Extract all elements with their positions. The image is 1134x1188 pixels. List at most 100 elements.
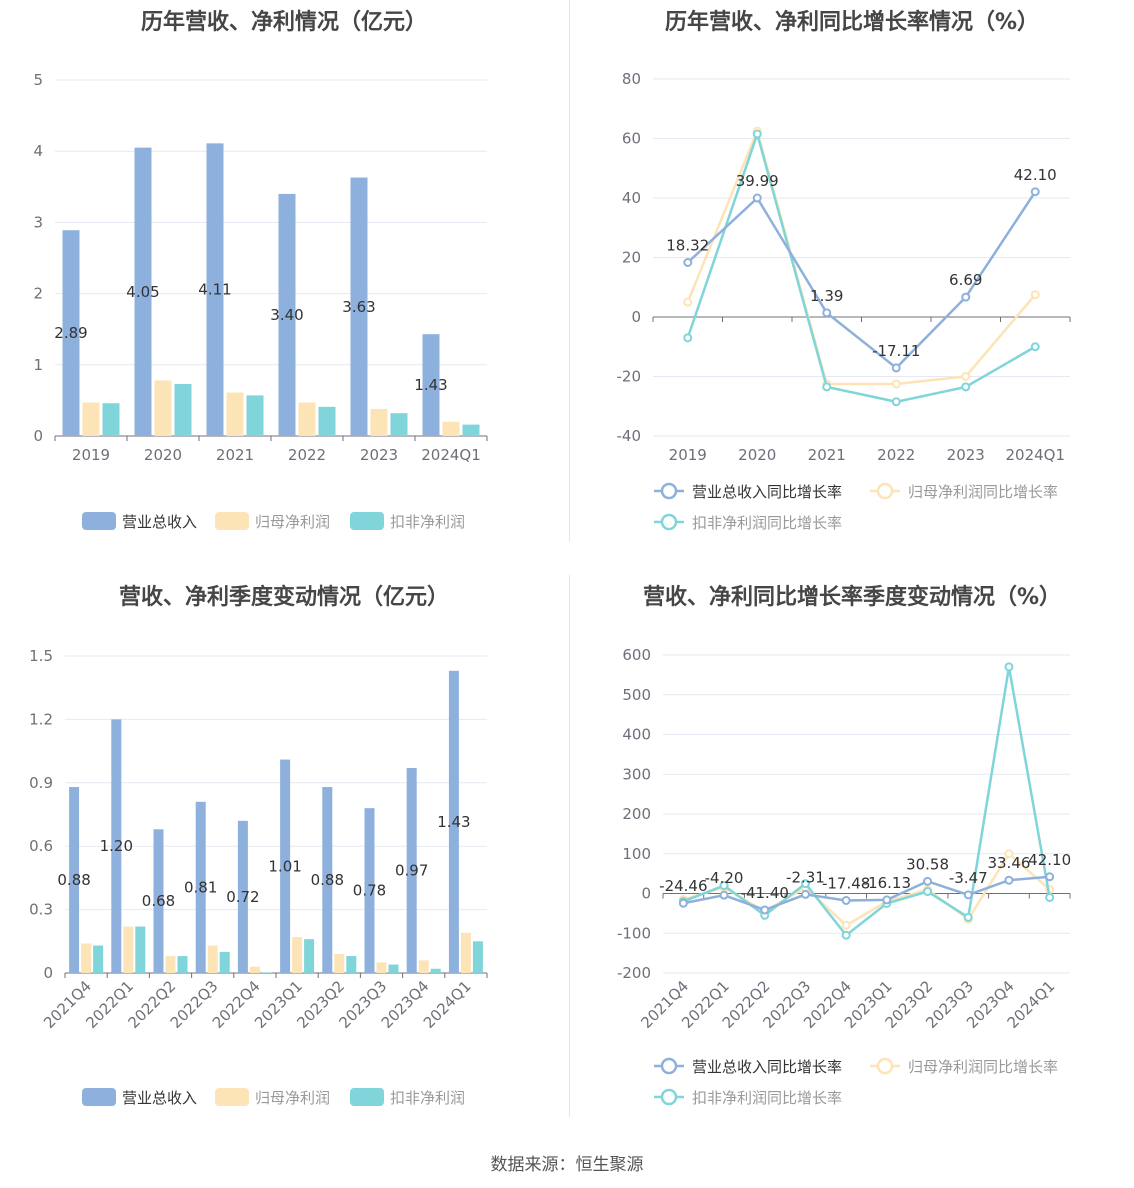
y-tick-label: 200 [622,805,651,823]
y-tick-label: 80 [622,70,641,88]
legend-label: 扣非净利润 [390,1089,465,1107]
bar-扣非净利润 [135,926,146,973]
annual-revenue-profit-bar-chart: 0 1 2 3 4 5 2019 2.89 2020 4.05 2021 4.11 2022 3.40 20… [33,71,488,531]
y-tick-label: 100 [622,845,651,863]
y-tick-label: 3 [33,213,43,231]
data-label: -24.46 [659,877,707,895]
data-label: -16.13 [863,874,911,892]
y-tick-label: 5 [33,71,43,89]
chart-title: 历年营收、净利情况（亿元） [140,10,427,35]
bar-扣非净利润 [390,413,408,436]
data-point [752,129,762,139]
y-tick-label: 1.2 [29,710,53,728]
legend-marker-icon [660,1088,678,1106]
bar-营业总收入 [278,193,296,436]
data-label: 1.39 [810,287,843,305]
data-label: 0.88 [57,871,90,889]
x-tick-label: 2021 [808,446,846,464]
y-tick-label: -100 [617,924,651,942]
data-point [963,890,973,900]
data-point [891,363,901,373]
legend-swatch-icon [215,512,249,530]
bar-归母净利润 [442,421,460,436]
data-point [1030,342,1040,352]
quarterly-revenue-profit-bar-chart: 00.30.60.91.21.52021Q40.882022Q11.202022… [29,647,488,1107]
data-label: 0.68 [142,892,175,910]
y-tick-label: 0 [631,308,641,326]
bar-归母净利润 [154,380,172,436]
data-label: 33.46 [987,854,1030,872]
legend-marker-icon [660,482,678,500]
data-label: 39.99 [736,172,779,190]
bar-归母净利润 [418,960,429,973]
legend-label: 归母净利润 [255,1089,330,1107]
y-tick-label: 400 [622,726,651,744]
legend-label: 营业总收入 [122,513,197,531]
chart-panel-annual-bar: 历年营收、净利情况（亿元） 0 1 2 3 4 5 2019 2.89 2020 4.05 2021… [0,0,568,560]
legend-label: 扣非净利润 [390,513,465,531]
bar-营业总收入 [422,334,440,436]
data-point [800,879,810,889]
data-label: 30.58 [906,855,949,873]
bar-扣非净利润 [261,972,272,973]
bar-扣非净利润 [462,424,480,436]
x-tick-label: 2023 [947,446,985,464]
legend-swatch-icon [82,512,116,530]
bar-营业总收入 [406,768,417,973]
y-tick-label: 4 [33,142,43,160]
data-point [1004,662,1014,672]
y-tick-label: 0 [43,964,53,982]
bar-扣非净利润 [246,395,264,436]
y-tick-label: -40 [617,427,642,445]
y-tick-label: 0.6 [29,837,53,855]
bar-归母净利润 [207,945,218,973]
vertical-divider-top [569,0,570,542]
y-tick-label: -20 [617,368,642,386]
series-line-归母净利润同比增长率 [686,127,1037,386]
data-label: 1.43 [414,376,447,394]
data-label: 3.40 [270,306,303,324]
data-point [719,890,729,900]
legend-marker-icon [876,482,894,500]
data-label: 1.43 [437,813,470,831]
y-tick-label: 500 [622,686,651,704]
bar-扣非净利润 [177,956,188,973]
data-point [841,895,851,905]
chart-panel-annual-growth: 历年营收、净利同比增长率情况（%） -40 -20 0 20 40 60 80 2019 202… [570,0,1134,560]
data-label: 4.11 [198,281,231,299]
data-point [822,382,832,392]
data-label: 18.32 [666,236,709,254]
data-label: -41.40 [741,884,789,902]
bar-归母净利润 [82,402,100,436]
legend-label: 归母净利润同比增长率 [908,1058,1058,1076]
x-tick-label: 2024Q1 [421,446,481,464]
legend-label: 归母净利润同比增长率 [908,483,1058,501]
data-label: 0.78 [353,882,386,900]
bar-营业总收入 [237,820,248,973]
bar-归母净利润 [334,953,345,973]
data-label: 42.10 [1014,166,1057,184]
chart-title: 营收、净利同比增长率季度变动情况（%） [642,585,1062,610]
data-label: 3.63 [342,298,375,316]
bar-营业总收入 [322,787,333,973]
bar-营业总收入 [153,829,164,973]
data-label: 42.10 [1028,851,1071,869]
data-point [841,920,851,930]
data-point [752,193,762,203]
legend-label: 营业总收入同比增长率 [692,1058,842,1076]
data-label: -17.48 [822,874,870,892]
data-point [678,898,688,908]
data-label: 4.05 [126,283,159,301]
bar-归母净利润 [81,943,92,973]
bar-扣非净利润 [388,964,399,973]
x-tick-label: 2024Q1 [1005,446,1065,464]
x-tick-label: 2024Q1 [420,977,475,1032]
y-tick-label: 1.5 [29,647,53,665]
y-tick-label: 0.3 [29,901,53,919]
bar-扣非净利润 [472,941,483,973]
data-point [1030,187,1040,197]
legend-swatch-icon [350,1088,384,1106]
data-label: 1.01 [268,857,301,875]
y-tick-label: 60 [622,130,641,148]
data-point [683,297,693,307]
